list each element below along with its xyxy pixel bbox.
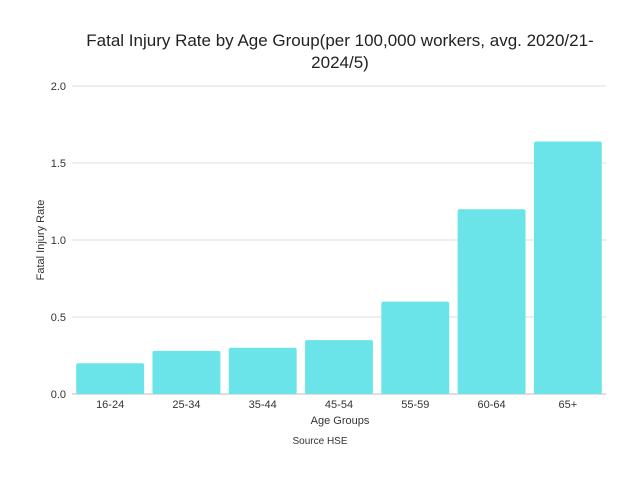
bar-45-54	[305, 340, 373, 394]
y-axis-title: Fatal Injury Rate	[35, 200, 47, 281]
y-tick-label: 2.0	[51, 81, 66, 93]
x-tick-label: 35-44	[249, 399, 277, 411]
source-note: Source HSE	[292, 436, 348, 447]
bar-35-44	[228, 347, 297, 394]
x-tick-label: 55-59	[401, 399, 429, 411]
bar-55-59	[381, 301, 450, 394]
bar-layer	[76, 141, 602, 394]
bar-25-34	[152, 350, 221, 394]
y-tick-label: 1.0	[51, 235, 66, 247]
x-tick-label: 25-34	[172, 399, 200, 411]
y-tick-label: 0.0	[51, 389, 66, 401]
y-tick-label: 0.5	[51, 312, 66, 324]
bar-60-64	[457, 209, 526, 394]
y-tick-label: 1.5	[51, 158, 66, 170]
x-axis-title: Age Groups	[311, 415, 370, 427]
x-tick-label: 45-54	[325, 399, 353, 411]
bar-16-24	[76, 363, 145, 394]
x-tick-label: 65+	[559, 399, 578, 411]
tick-layer: 0.0 0.5 1.0 1.5 2.0 16-24 25-34 35-44 45-54 55-59…	[51, 81, 577, 411]
x-tick-label: 16-24	[96, 399, 124, 411]
x-tick-label: 60-64	[478, 399, 506, 411]
bar-65+	[533, 141, 602, 394]
chart-title: Fatal Injury Rate by Age Group(per 100,0…	[86, 31, 594, 72]
